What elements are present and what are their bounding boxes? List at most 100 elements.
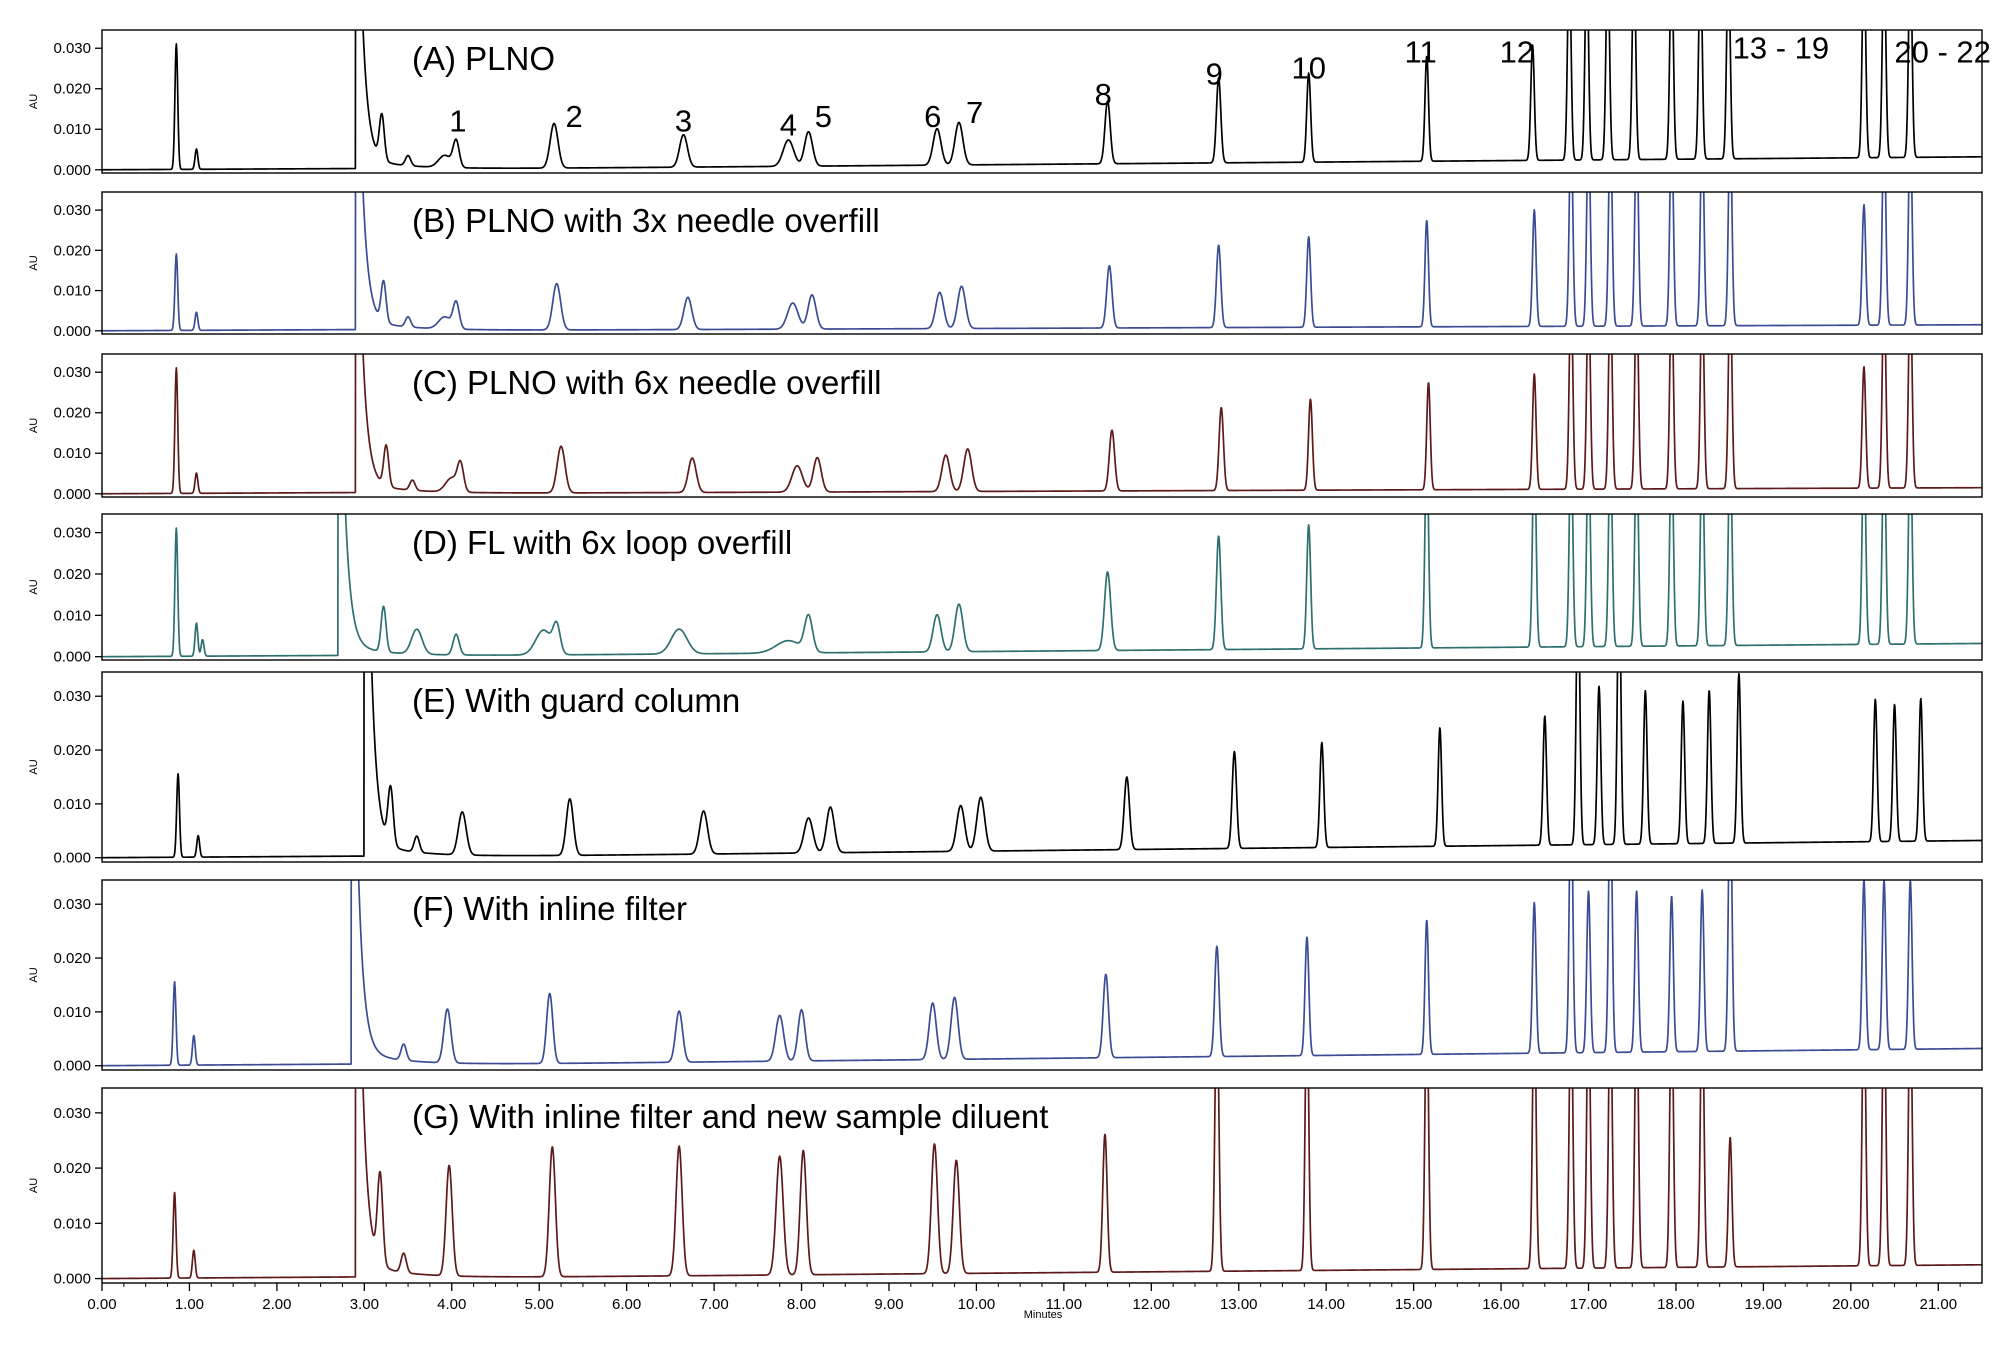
y-axis-label: AU — [28, 759, 40, 774]
x-tick-label: 2.00 — [262, 1296, 291, 1313]
x-tick-label: 6.00 — [612, 1296, 641, 1313]
plot-frame-d — [101, 513, 1983, 661]
x-tick-label: 19.00 — [1745, 1296, 1783, 1313]
panel-title: (G) With inline filter and new sample di… — [412, 1098, 1048, 1135]
plot-frame-b — [101, 191, 1983, 335]
y-tick-label: 0.010 — [53, 1215, 91, 1232]
y-tick-label: 0.000 — [53, 649, 91, 666]
panel-b: 0.000 0.010 0.020 0.030 AU (B) PLNO with 3x n… — [28, 191, 1983, 340]
x-tick-label: 14.00 — [1307, 1296, 1345, 1313]
panel-title: (E) With guard column — [412, 682, 740, 719]
x-tick-label: 8.00 — [787, 1296, 816, 1313]
y-tick-label: 0.010 — [53, 796, 91, 813]
peak-label: 9 — [1206, 57, 1223, 92]
x-tick-label: 11.00 — [1046, 1296, 1082, 1313]
y-tick-label: 0.030 — [53, 40, 91, 57]
x-tick-label: 21.00 — [1920, 1296, 1958, 1313]
x-tick-label: 18.00 — [1657, 1296, 1695, 1313]
y-axis-label: AU — [28, 255, 40, 270]
y-tick-label: 0.020 — [53, 81, 91, 98]
panel-title: (B) PLNO with 3x needle overfill — [412, 202, 880, 239]
y-axis-label: AU — [28, 967, 40, 982]
x-tick-label: 1.00 — [175, 1296, 204, 1313]
x-tick-label: 10.00 — [958, 1296, 996, 1313]
panel-title: (C) PLNO with 6x needle overfill — [412, 364, 882, 401]
trace-c — [102, 354, 1982, 495]
plot-frame-a — [101, 29, 1983, 174]
x-tick-label: 7.00 — [699, 1296, 728, 1313]
peak-label: 11 — [1405, 34, 1437, 69]
panel-c: 0.000 0.010 0.020 0.030 AU (C) PLNO with 6x n… — [28, 353, 1983, 503]
trace-e — [102, 672, 1982, 859]
plot-frame-e — [101, 671, 1983, 863]
panel-d: 0.000 0.010 0.020 0.030 AU (D) FL with 6x loo… — [28, 513, 1983, 666]
x-tick-label: 0.00 — [87, 1296, 116, 1313]
y-tick-label: 0.030 — [53, 896, 91, 913]
x-tick-label: 20.00 — [1832, 1296, 1870, 1313]
peak-label: 8 — [1095, 77, 1112, 112]
peak-label: 2 — [566, 99, 583, 134]
x-tick-label: 9.00 — [874, 1296, 903, 1313]
trace-b — [102, 192, 1982, 332]
y-tick-label: 0.000 — [53, 1058, 91, 1075]
peak-label: 10 — [1291, 51, 1325, 86]
y-tick-label: 0.030 — [53, 1105, 91, 1122]
panel-f: 0.000 0.010 0.020 0.030 AU (F) With inline fi… — [28, 879, 1983, 1075]
y-tick-label: 0.000 — [53, 1271, 91, 1288]
x-tick-label: 3.00 — [350, 1296, 379, 1313]
y-axis-label: AU — [28, 1178, 40, 1193]
peak-label: 13 - 19 — [1733, 30, 1830, 65]
y-axis-label: AU — [28, 579, 40, 594]
trace-g — [102, 1088, 1982, 1280]
y-tick-label: 0.010 — [53, 121, 91, 138]
y-tick-label: 0.030 — [53, 364, 91, 381]
trace-f — [102, 880, 1982, 1067]
peak-label: 7 — [966, 95, 983, 130]
y-tick-label: 0.010 — [53, 607, 91, 624]
y-tick-label: 0.020 — [53, 950, 91, 967]
x-tick-label: 15.00 — [1395, 1296, 1433, 1313]
panel-g: 0.000 0.010 0.020 0.030 AU (G) With inline fi… — [28, 1087, 1983, 1313]
y-tick-label: 0.020 — [53, 566, 91, 583]
y-tick-label: 0.000 — [53, 162, 91, 179]
x-tick-label: 13.00 — [1220, 1296, 1258, 1313]
x-tick-label: 17.00 — [1570, 1296, 1608, 1313]
y-tick-label: 0.010 — [53, 445, 91, 462]
peak-label: 20 - 22 — [1894, 34, 1991, 69]
y-tick-label: 0.020 — [53, 742, 91, 759]
y-tick-label: 0.000 — [53, 486, 91, 503]
y-tick-label: 0.000 — [53, 323, 91, 340]
y-tick-label: 0.010 — [53, 283, 91, 300]
panel-title: (F) With inline filter — [412, 890, 687, 927]
x-tick-label: 16.00 — [1482, 1296, 1520, 1313]
x-axis-label: Minutes — [1024, 1309, 1063, 1321]
y-tick-label: 0.030 — [53, 525, 91, 542]
panel-e: 0.000 0.010 0.020 0.030 AU (E) With guard col… — [28, 671, 1983, 867]
peak-label: 4 — [780, 107, 797, 142]
peak-label: 1 — [449, 103, 466, 138]
plot-frame-f — [101, 879, 1983, 1071]
y-tick-label: 0.000 — [53, 850, 91, 867]
y-tick-label: 0.030 — [53, 688, 91, 705]
y-tick-label: 0.020 — [53, 1160, 91, 1177]
y-tick-label: 0.020 — [53, 405, 91, 422]
peak-label: 3 — [675, 103, 692, 138]
x-tick-label: 5.00 — [525, 1296, 554, 1313]
trace-d — [102, 514, 1982, 658]
x-tick-label: 4.00 — [437, 1296, 466, 1313]
peak-label: 12 — [1500, 34, 1534, 69]
y-tick-label: 0.010 — [53, 1004, 91, 1021]
y-tick-label: 0.020 — [53, 242, 91, 259]
panel-title: (D) FL with 6x loop overfill — [412, 524, 792, 561]
panel-title: (A) PLNO — [412, 40, 555, 77]
trace-a — [102, 30, 1982, 171]
peak-label: 5 — [815, 99, 832, 134]
plot-frame-c — [101, 353, 1983, 498]
x-tick-label: 12.00 — [1133, 1296, 1171, 1313]
peak-label: 6 — [924, 99, 941, 134]
y-axis-label: AU — [28, 418, 40, 433]
y-axis-label: AU — [28, 94, 40, 109]
y-tick-label: 0.030 — [53, 202, 91, 219]
